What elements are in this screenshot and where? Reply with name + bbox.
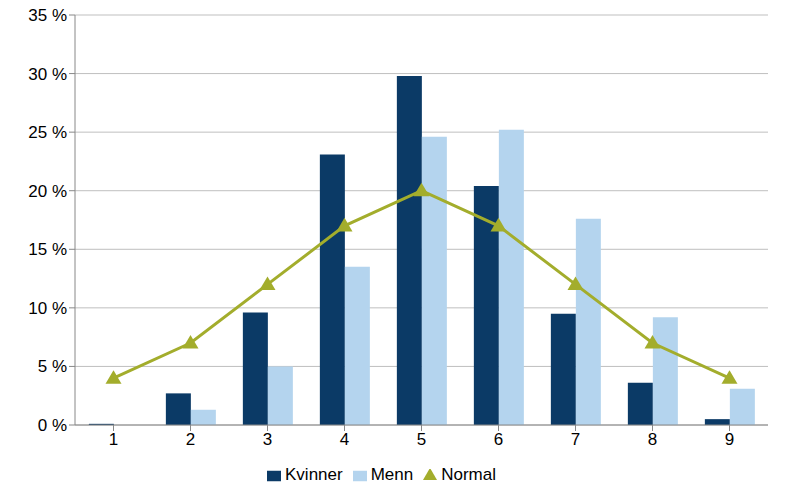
svg-text:35 %: 35 % (28, 6, 67, 25)
svg-text:6: 6 (494, 430, 503, 449)
svg-text:15 %: 15 % (28, 240, 67, 259)
html-text:Normal: Normal (441, 465, 496, 484)
svg-text:5: 5 (417, 430, 426, 449)
svg-text:1: 1 (109, 430, 118, 449)
html-text:Kvinner: Kvinner (285, 465, 343, 484)
svg-text:2: 2 (186, 430, 195, 449)
svg-text:7: 7 (571, 430, 580, 449)
svg-text:0 %: 0 % (38, 416, 67, 435)
svg-text:3: 3 (263, 430, 272, 449)
svg-text:25 %: 25 % (28, 123, 67, 142)
svg-text:10 %: 10 % (28, 299, 67, 318)
svg-text:9: 9 (725, 430, 734, 449)
svg-text:5 %: 5 % (38, 357, 67, 376)
svg-text:4: 4 (340, 430, 349, 449)
svg-text:20 %: 20 % (28, 182, 67, 201)
svg-text:8: 8 (648, 430, 657, 449)
svg-text:30 %: 30 % (28, 65, 67, 84)
html-text:Menn: Menn (370, 465, 414, 484)
